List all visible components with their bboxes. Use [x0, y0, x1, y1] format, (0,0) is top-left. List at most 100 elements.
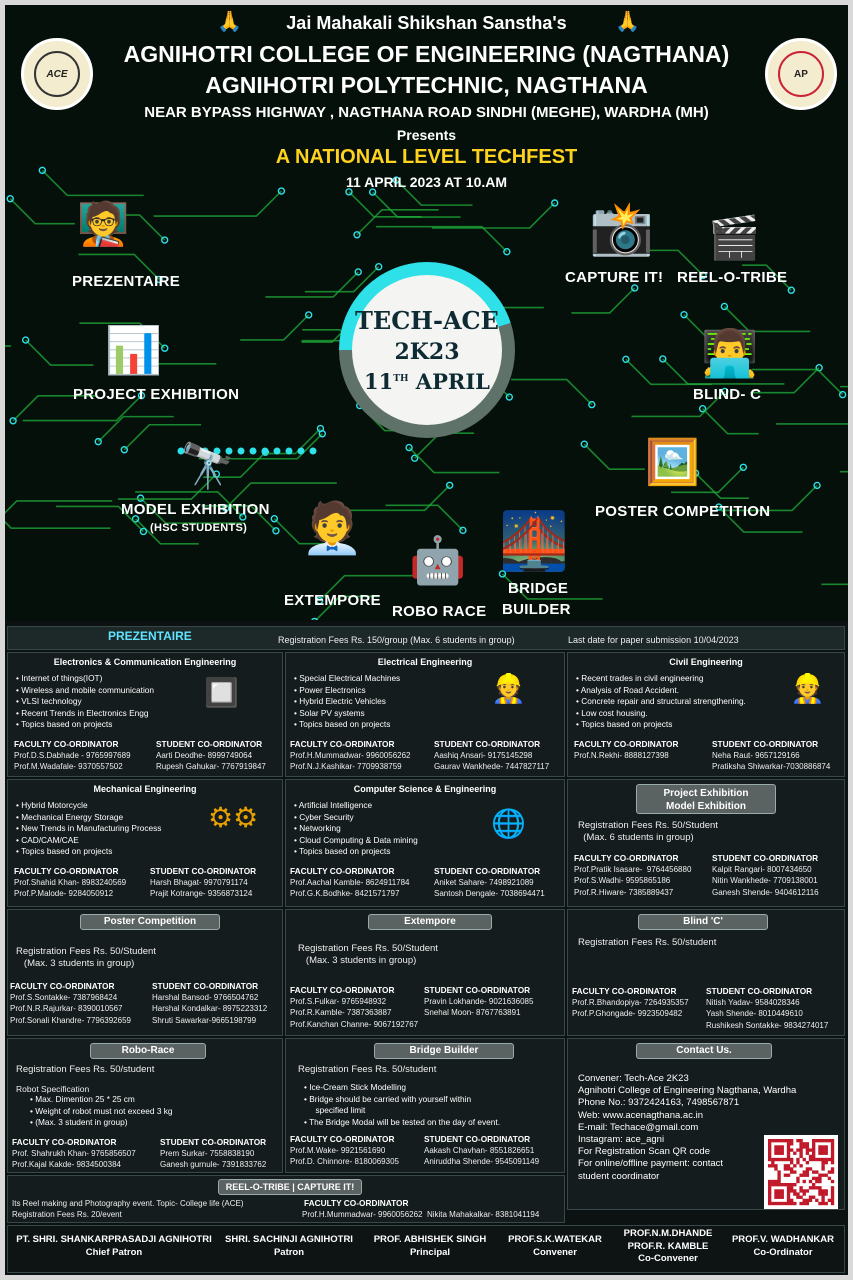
event-bridge-label-2: BUILDER: [502, 601, 571, 618]
contact-title: Contact Us.: [636, 1043, 772, 1059]
network-icon: 🌐: [491, 808, 526, 839]
extempore-fees: Registration Fees Rs. 50/Student (Max. 3…: [298, 943, 438, 966]
project-students: Kalpit Rangari- 8007434650 Nitin Wankhed…: [712, 865, 819, 897]
student-label: STUDENT CO-ORDINATOR: [152, 981, 259, 991]
student-label: STUDENT CO-ORDINATOR: [424, 1134, 531, 1144]
bridge-builder-faculty: Prof.M.Wake- 9921561690 Prof.D. Chinnore…: [290, 1146, 399, 1167]
electrical-topics: Special Electrical MachinesPower Electro…: [294, 673, 564, 731]
student-label: STUDENT CO-ORDINATOR: [156, 739, 263, 749]
footer-patron: SHRI. SACHINJI AGNIHOTRI Patron: [225, 1234, 353, 1258]
prezentaire-bar-title: PREZENTAIRE: [108, 629, 192, 643]
faculty-label: FACULTY CO-ORDINATOR: [14, 739, 119, 749]
bridge-builder-title: Bridge Builder: [374, 1043, 514, 1059]
event-bridge-label-1: BRIDGE: [508, 580, 569, 597]
poster-fees: Registration Fees Rs. 50/Student (Max. 3…: [16, 946, 156, 969]
blind-c-section: Blind 'C' Registration Fees Rs. 50/stude…: [567, 909, 845, 1036]
techfest-badge: TECH-ACE 2K23 11TH APRIL: [339, 262, 515, 438]
bridge-icon: 🌉: [499, 509, 569, 572]
college-address: NEAR BYPASS HIGHWAY , NAGTHANA ROAD SIND…: [144, 104, 709, 121]
college-name: AGNIHOTRI COLLEGE OF ENGINEERING (NAGTHA…: [123, 41, 730, 67]
extempore-title: Extempore: [368, 914, 492, 930]
poster-students: Harshal Bansod- 9766504762 Harshal Konda…: [152, 993, 268, 1025]
faculty-label: FACULTY CO-ORDINATOR: [290, 739, 395, 749]
surveyor-icon: 👷: [790, 673, 825, 704]
event-poster-competition: POSTER COMPETITION: [595, 503, 771, 520]
entc-faculty: Prof.D.S.Dabhade - 9765997689 Prof.M.Wad…: [14, 751, 131, 772]
presents-text: Presents: [396, 127, 457, 143]
robot-spec-title: Robot Specification: [16, 1084, 90, 1094]
control-panel-icon: 👷: [491, 673, 526, 704]
robo-race-faculty: Prof. Shahrukh Khan- 9765856507 Prof.Kaj…: [12, 1149, 136, 1170]
student-label: STUDENT CO-ORDINATOR: [160, 1137, 267, 1147]
poster-section: Poster Competition Registration Fees Rs.…: [7, 909, 283, 1036]
hero-banner: ACE AP 🙏 🙏 Jai Mahakali Shikshan Sanstha…: [5, 5, 848, 620]
blind-c-fees: Registration Fees Rs. 50/student: [578, 937, 717, 948]
civil-faculty: Prof.N.Rekhi- 8888127398: [574, 751, 669, 760]
polytechnic-logo: AP: [765, 38, 837, 110]
mechanical-topics: Hybrid MotorcycleMechanical Energy Stora…: [16, 800, 282, 858]
bridge-rules: Ice-Cream Stick ModellingBridge should b…: [304, 1082, 500, 1128]
cse-faculty: Prof.Aachal Kamble- 8624911784 Prof.G.K.…: [290, 878, 410, 899]
entc-topics: Internet of things(IOT)Wireless and mobi…: [16, 673, 282, 731]
faculty-label: FACULTY CO-ORDINATOR: [290, 1134, 395, 1144]
reels-icon: 🎬: [708, 214, 761, 261]
robot-spec-list: Max. Dimention 25 * 25 cmWeight of robot…: [30, 1094, 172, 1129]
student-label: STUDENT CO-ORDINATOR: [712, 853, 819, 863]
bridge-builder-fees: Registration Fees Rs. 50/student: [298, 1064, 437, 1075]
student-label: STUDENT CO-ORDINATOR: [150, 866, 257, 876]
footer-principal: PROF. ABHISHEK SINGH Principal: [373, 1234, 487, 1258]
student-label: STUDENT CO-ORDINATOR: [424, 985, 531, 995]
email-link[interactable]: E-mail: Techace@gmail.com: [578, 1121, 699, 1133]
telescope-model-icon: 🔭: [180, 442, 235, 491]
website-link[interactable]: Web: www.acenagthana.ac.in: [578, 1109, 703, 1121]
student-label: STUDENT CO-ORDINATOR: [434, 866, 541, 876]
footer-chief-patron: PT. SHRI. SHANKARPRASADJI AGNIHOTRI Chief…: [16, 1234, 212, 1258]
faculty-label: FACULTY CO-ORDINATOR: [304, 1198, 409, 1208]
mechanical-section: Mechanical Engineering Hybrid Motorcycle…: [7, 779, 283, 907]
fest-date: 11TH APRIL: [364, 369, 490, 394]
blind-c-faculty: Prof.R.Bhandopiya- 7264935357 Prof.P.Gho…: [572, 998, 689, 1019]
sanstha-name: Jai Mahakali Shikshan Sanstha's: [286, 13, 567, 33]
mechanical-title: Mechanical Engineering: [93, 784, 197, 794]
robo-race-fees: Registration Fees Rs. 50/student: [16, 1064, 155, 1075]
robo-race-title: Robo-Race: [90, 1043, 206, 1059]
student-label: STUDENT CO-ORDINATOR: [706, 986, 813, 996]
event-details-panel: PREZENTAIRE Registration Fees Rs. 150/gr…: [5, 622, 848, 1275]
event-datetime: 11 APRIL 2023 AT 10.AM: [345, 174, 508, 190]
extempore-faculty: Prof.S.Fulkar- 9765948932 Prof.R.Kamble-…: [290, 997, 419, 1029]
event-blind-c: BLIND- C: [693, 386, 762, 403]
faculty-label: FACULTY CO-ORDINATOR: [14, 866, 119, 876]
extempore-section: Extempore Registration Fees Rs. 50/Stude…: [285, 909, 565, 1036]
student-label: STUDENT CO-ORDINATOR: [712, 739, 819, 749]
civil-section: Civil Engineering Recent trades in civil…: [567, 652, 845, 777]
cse-students: Aniket Sahare- 7498921089 Santosh Dengal…: [434, 878, 545, 899]
poster-frame-icon: 🖼️: [645, 438, 700, 487]
bridge-builder-students: Aakash Chavhan- 8551826651 Aniruddha She…: [424, 1146, 540, 1167]
prezentaire-deadline: Last date for paper submission 10/04/202…: [568, 635, 739, 645]
deity-icon: 🙏: [615, 11, 640, 33]
project-exhibition-title: Project Exhibition Model Exhibition: [636, 784, 776, 814]
footer-coordinator: PROF.V. WADHANKAR Co-Ordinator: [731, 1234, 835, 1258]
event-project-exhibition: PROJECT EXHIBITION: [73, 386, 240, 403]
faculty-label: FACULTY CO-ORDINATOR: [574, 739, 679, 749]
extempore-students: Pravin Lokhande- 9021636085 Snehal Moon-…: [424, 997, 534, 1018]
robo-race-students: Prem Surkar- 7558838190 Ganesh gurnule- …: [160, 1149, 267, 1170]
event-extempore: EXTEMPORE: [284, 592, 381, 609]
cse-title: Computer Science & Engineering: [353, 784, 497, 794]
faculty-label: FACULTY CO-ORDINATOR: [572, 986, 677, 996]
student-label: STUDENT CO-ORDINATOR: [434, 739, 541, 749]
project-fees: Registration Fees Rs. 50/Student (Max. 6…: [578, 820, 718, 843]
fest-name: TECH-ACE: [355, 306, 499, 335]
footer-convener: PROF.S.K.WATEKAR Convener: [508, 1234, 602, 1258]
cse-section: Computer Science & Engineering Artificia…: [285, 779, 565, 907]
gears-icon: ⚙⚙: [208, 802, 259, 833]
reel-capture-description: Its Reel making and Photography event. T…: [12, 1199, 244, 1220]
robo-race-section: Robo-Race Registration Fees Rs. 50/stude…: [7, 1038, 283, 1173]
reel-capture-coordinators: Prof.H.Mummadwar- 9960056262 Nikita Maha…: [302, 1210, 540, 1219]
registration-qr-code[interactable]: [764, 1135, 838, 1209]
civil-topics: Recent trades in civil engineeringAnalys…: [576, 673, 844, 731]
exhibition-board-icon: 📊: [105, 324, 163, 376]
instagram-link[interactable]: Instagram: ace_agni: [578, 1134, 665, 1146]
faculty-label: FACULTY CO-ORDINATOR: [10, 981, 115, 991]
